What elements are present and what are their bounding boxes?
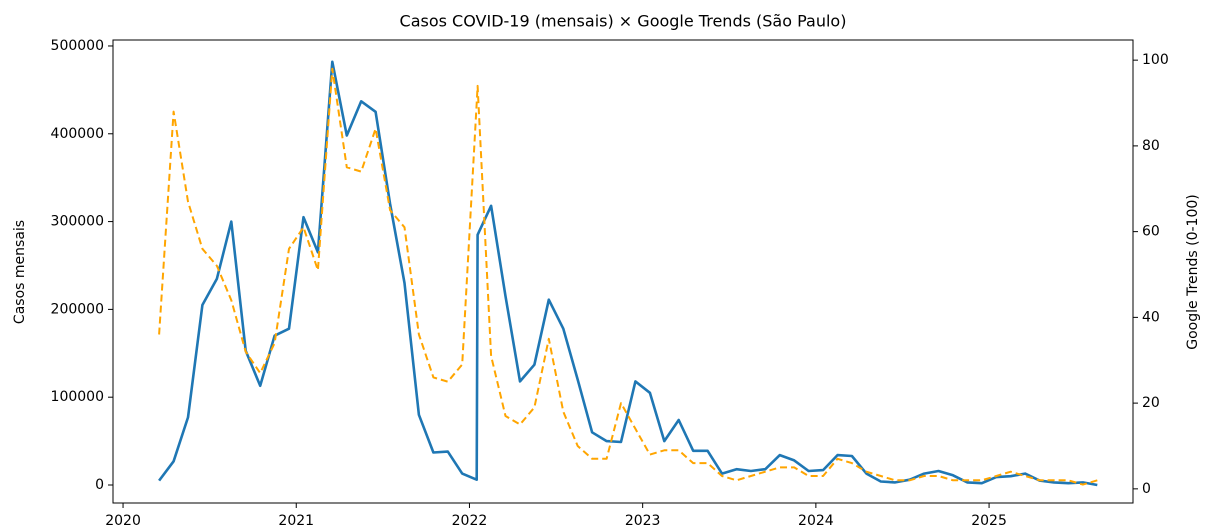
y2-tick-label: 100 — [1142, 52, 1169, 68]
x-tick-label: 2023 — [625, 513, 661, 529]
y-tick-label: 400000 — [51, 126, 104, 142]
y-tick-label: 500000 — [51, 38, 104, 54]
y2-tick-label: 60 — [1142, 224, 1160, 240]
y2-axis-label: Google Trends (0-100) — [1185, 194, 1201, 349]
y2-tick-label: 40 — [1142, 309, 1160, 325]
x-tick-label: 2021 — [278, 513, 314, 529]
y-tick-label: 300000 — [51, 214, 104, 230]
y-tick-label: 200000 — [51, 301, 104, 317]
series-line — [158, 60, 1098, 487]
x-tick-label: 2024 — [798, 513, 834, 529]
y2-tick-label: 0 — [1142, 481, 1151, 497]
series-line — [158, 67, 1098, 486]
plot-frame — [112, 39, 1134, 504]
y-tick-label: 0 — [95, 477, 104, 493]
x-tick-label: 2022 — [452, 513, 488, 529]
y2-tick-label: 80 — [1142, 138, 1160, 154]
x-tick-label: 2025 — [971, 513, 1007, 529]
y2-tick-label: 20 — [1142, 395, 1160, 411]
y-tick-label: 100000 — [51, 389, 104, 405]
y-axis-label: Casos mensais — [12, 220, 28, 324]
chart-title: Casos COVID-19 (mensais) × Google Trends… — [400, 12, 847, 31]
x-tick-label: 2020 — [105, 513, 141, 529]
